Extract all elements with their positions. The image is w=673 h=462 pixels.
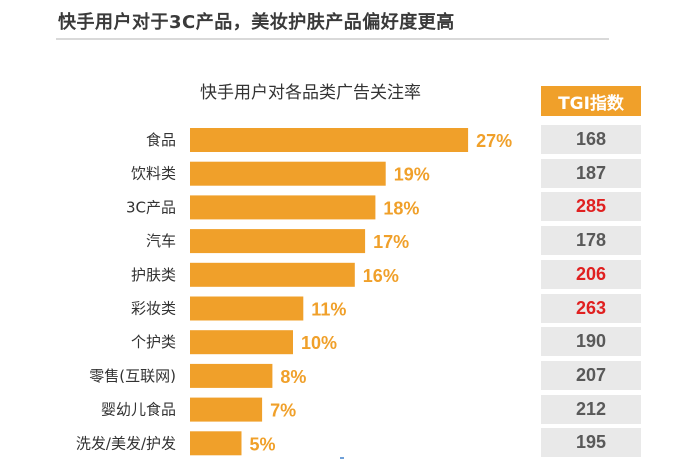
- tgi-value: 263: [541, 293, 641, 323]
- category-label: 个护类: [131, 333, 176, 351]
- bar: [190, 195, 376, 220]
- tgi-value: 285: [541, 192, 641, 222]
- tgi-value: 168: [541, 125, 641, 154]
- bar: [190, 330, 293, 355]
- value-label: 11%: [311, 300, 346, 320]
- headline-divider: [56, 38, 609, 40]
- page-headline: 快手用户对于3C产品，美妆护肤产品偏好度更高: [58, 12, 455, 33]
- category-label: 婴幼儿食品: [101, 401, 176, 419]
- value-label: 5%: [250, 434, 276, 454]
- bar: [190, 363, 273, 388]
- tgi-value: 212: [541, 394, 641, 424]
- category-label: 彩妆类: [131, 300, 176, 318]
- category-label: 饮料类: [131, 165, 176, 183]
- tgi-column-header: TGI指数: [541, 86, 641, 116]
- value-label: 10%: [301, 333, 337, 353]
- tgi-value: 190: [541, 327, 641, 357]
- bar: [190, 296, 304, 321]
- tgi-value: 187: [541, 158, 641, 188]
- category-label: 食品: [146, 131, 176, 149]
- category-label: 3C产品: [126, 198, 176, 216]
- value-label: 19%: [394, 165, 430, 185]
- bar: [190, 229, 366, 254]
- category-label: 洗发/美发/护发: [76, 434, 176, 452]
- bar: [190, 262, 355, 287]
- tgi-value: 206: [541, 259, 641, 289]
- chart-title: 快手用户对各品类广告关注率: [200, 83, 421, 103]
- value-label: 17%: [373, 232, 409, 252]
- category-label: 汽车: [146, 232, 176, 250]
- bar: [190, 161, 386, 186]
- bar: [190, 431, 242, 456]
- value-label: 16%: [363, 266, 399, 286]
- value-label: 18%: [383, 198, 419, 218]
- value-label: 8%: [280, 367, 306, 387]
- bar: [190, 397, 263, 422]
- bar: [190, 128, 469, 152]
- decorative-mark: [340, 457, 344, 459]
- category-label: 护肤类: [131, 266, 176, 284]
- tgi-value: 178: [541, 226, 641, 256]
- tgi-value: 195: [541, 428, 641, 458]
- tgi-value: 207: [541, 360, 641, 390]
- category-label: 零售(互联网): [89, 367, 176, 385]
- value-label: 7%: [270, 401, 296, 421]
- value-label: 27%: [476, 131, 512, 151]
